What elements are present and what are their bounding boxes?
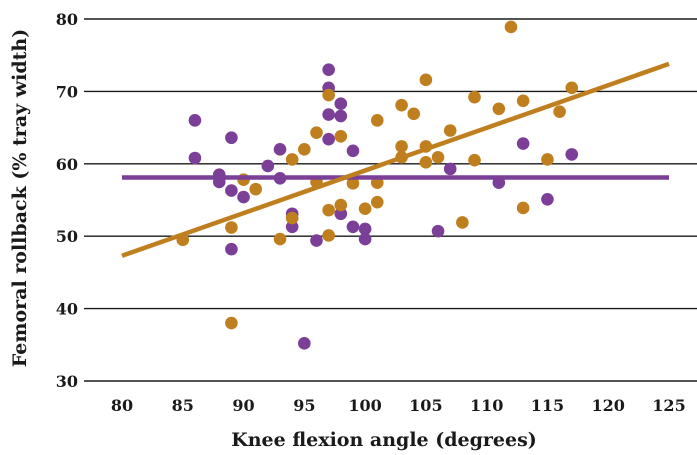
data-point	[334, 129, 348, 143]
data-point	[322, 132, 335, 146]
data-point	[443, 124, 457, 137]
data-point	[553, 105, 566, 118]
x-tick-label: 90	[232, 396, 254, 415]
data-point	[370, 195, 384, 209]
data-point	[334, 207, 348, 221]
data-point	[237, 190, 250, 204]
data-point	[419, 156, 433, 169]
data-point	[468, 153, 481, 167]
data-point	[310, 234, 323, 247]
data-point	[346, 220, 360, 234]
data-point	[273, 232, 287, 246]
data-point	[346, 177, 360, 190]
data-point	[249, 182, 263, 196]
data-point	[346, 144, 360, 158]
y-tick-label: 60	[56, 155, 78, 174]
data-point	[334, 109, 348, 123]
data-series	[176, 20, 579, 350]
data-point	[298, 337, 311, 350]
data-point	[225, 184, 238, 197]
y-tick-label: 70	[56, 82, 78, 101]
data-point	[443, 162, 457, 176]
series-1	[176, 20, 579, 330]
fit-lines	[121, 61, 670, 258]
data-point	[334, 97, 348, 111]
gridlines	[84, 18, 697, 382]
data-point	[261, 159, 275, 173]
data-point	[431, 150, 445, 164]
y-tick-label: 80	[56, 10, 78, 29]
data-point	[358, 202, 372, 215]
x-tick-label: 95	[293, 396, 315, 415]
data-point	[322, 63, 335, 76]
data-point	[395, 98, 408, 112]
data-point	[407, 107, 421, 121]
data-point	[541, 153, 554, 166]
x-tick-label: 85	[172, 396, 194, 415]
y-tick-label: 30	[56, 372, 78, 391]
data-point	[358, 222, 372, 236]
y-tick-label: 50	[56, 227, 78, 246]
x-tick-label: 105	[409, 396, 442, 415]
data-point	[188, 114, 202, 127]
data-point	[322, 229, 335, 242]
data-point	[468, 90, 481, 104]
y-tick-label: 40	[56, 300, 78, 319]
x-tick-label: 115	[531, 396, 564, 415]
x-tick-label: 80	[111, 396, 133, 415]
data-point	[298, 143, 311, 156]
data-point	[565, 148, 579, 161]
data-point	[225, 221, 238, 234]
data-point	[419, 73, 433, 87]
x-axis-title: Knee flexion angle (degrees)	[231, 429, 537, 451]
data-point	[273, 143, 287, 156]
fit-line-1	[121, 61, 670, 258]
x-tick-label: 125	[652, 396, 685, 415]
data-point	[565, 81, 579, 95]
data-point	[285, 220, 299, 234]
data-point	[225, 242, 238, 256]
data-point	[516, 94, 530, 108]
data-point	[322, 108, 335, 121]
data-point	[456, 216, 469, 229]
data-point	[334, 198, 348, 212]
data-point	[322, 203, 335, 217]
data-point	[225, 316, 238, 330]
data-point	[225, 131, 238, 145]
data-point	[516, 137, 530, 150]
data-point	[310, 126, 323, 139]
data-point	[322, 88, 335, 102]
data-point	[285, 153, 299, 166]
data-point	[504, 20, 518, 34]
data-point	[358, 232, 372, 246]
data-point	[541, 192, 554, 206]
y-tick-labels: 30 40 50 60 70 80	[56, 10, 78, 391]
y-axis-title: Femoral rollback (% tray width)	[9, 29, 31, 367]
data-point	[492, 102, 506, 116]
x-tick-labels: 80 85 90 95 100 105 110 115 120 125	[111, 396, 686, 415]
x-tick-label: 110	[470, 396, 503, 415]
data-point	[370, 114, 384, 127]
data-point	[516, 201, 530, 215]
data-point	[395, 140, 408, 153]
x-tick-label: 120	[592, 396, 625, 415]
data-point	[188, 151, 202, 165]
data-point	[431, 224, 445, 238]
x-tick-label: 100	[348, 396, 381, 415]
data-point	[285, 211, 299, 225]
